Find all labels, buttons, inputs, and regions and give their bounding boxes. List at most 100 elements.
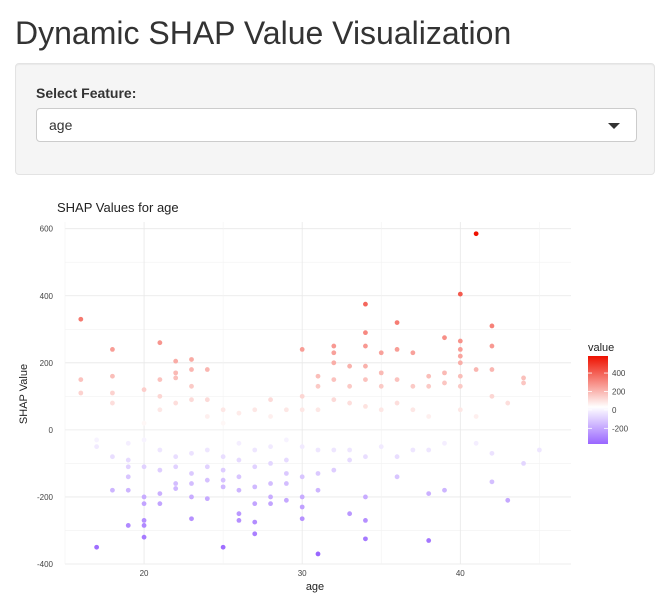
scatter-point [315,551,321,557]
legend-colorbar [588,356,608,444]
scatter-point [236,440,242,446]
scatter-point [204,367,210,372]
scatter-point [204,414,210,419]
scatter-point [363,377,368,382]
scatter-point [283,457,289,463]
scatter-point [173,370,179,376]
scatter-point [204,496,210,502]
scatter-point [125,523,131,528]
axes: -400 -200 0 200 400 600 20 30 40 [37,225,465,578]
scatter-point [94,544,100,550]
scatter-point [347,363,353,369]
scatter-point [173,358,179,364]
scatter-point [378,370,384,376]
scatter-point [283,437,289,443]
scatter-point [173,464,179,470]
data-points [78,231,542,557]
scatter-point [204,397,210,403]
scatter-point [299,516,305,522]
scatter-point [489,323,495,329]
scatter-point [457,353,463,359]
scatter-point [521,380,526,386]
color-legend: value 400 200 0 -200 [588,342,629,444]
scatter-point [347,457,353,463]
scatter-point [331,377,337,382]
scatter-point [347,511,353,517]
scatter-point [363,518,368,523]
scatter-point [94,444,100,450]
scatter-point [110,400,115,406]
scatter-point [78,316,84,322]
scatter-point [489,367,495,372]
scatter-point [252,531,258,537]
scatter-point [173,454,179,460]
scatter-point [125,487,131,493]
feature-select[interactable]: age [36,108,637,142]
scatter-point [189,397,194,403]
scatter-point [426,447,432,453]
scatter-point [236,410,242,416]
scatter-point [173,481,179,486]
scatter-point [141,387,147,393]
scatter-point [268,414,273,419]
scatter-point [204,477,210,483]
scatter-point [173,375,179,381]
scatter-point [489,479,495,485]
scatter-point [110,373,115,379]
scatter-point [457,291,463,297]
scatter-point [236,518,242,523]
scatter-point [125,464,131,470]
scatter-point [189,357,194,362]
scatter-point [268,397,273,403]
scatter-point [189,471,194,476]
x-tick-label: 20 [140,569,149,578]
scatter-point [78,377,84,382]
legend-tick-label: -200 [612,424,629,433]
page-title: Dynamic SHAP Value Visualization [15,15,512,51]
scatter-point [141,494,147,500]
scatter-point [299,444,305,450]
scatter-point [94,437,100,443]
scatter-point [110,487,115,493]
scatter-point [489,393,495,399]
y-tick-label: -400 [37,560,54,569]
scatter-point [268,444,273,450]
scatter-point [189,367,194,372]
scatter-point [110,454,115,460]
scatter-point [299,347,305,352]
scatter-point [489,450,495,456]
scatter-point [363,330,368,336]
scatter-point [410,383,416,389]
scatter-point [110,347,115,352]
scatter-point [315,487,321,493]
select-feature-label: Select Feature: [36,85,137,101]
scatter-point [157,491,163,496]
scatter-point [473,367,479,372]
scatter-point [426,538,432,543]
scatter-point [268,501,273,507]
scatter-point [331,397,337,403]
chevron-down-icon[interactable] [608,123,620,129]
scatter-point [457,407,463,413]
scatter-point [489,343,495,349]
legend-title: value [588,342,614,354]
legend-tick-label: 0 [612,406,617,415]
scatter-point [173,486,179,491]
scatter-point [189,383,194,389]
scatter-point [283,481,289,486]
scatter-point [394,377,400,382]
scatter-point [141,501,147,507]
scatter-point [268,494,273,500]
scatter-point [426,373,432,379]
scatter-point [220,544,226,550]
scatter-point [125,440,131,446]
scatter-point [457,373,463,379]
scatter-point [141,437,147,443]
scatter-point [252,501,258,507]
scatter-point [378,383,384,389]
scatter-point [110,390,115,396]
scatter-point [141,523,147,528]
scatter-point [220,407,226,413]
y-tick-label: -200 [37,493,54,502]
scatter-point [505,497,511,503]
